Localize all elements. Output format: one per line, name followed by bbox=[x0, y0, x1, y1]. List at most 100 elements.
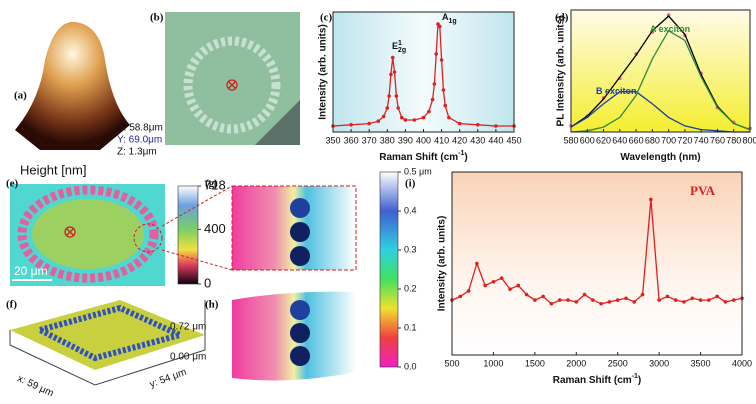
data-point bbox=[399, 115, 404, 120]
data-point bbox=[657, 298, 661, 302]
colorbar-label: 0.3 bbox=[404, 244, 417, 254]
text-part: B exciton bbox=[596, 86, 637, 96]
z-label: 0.00 μm bbox=[170, 352, 206, 363]
axis-label: x: 59 μm bbox=[16, 373, 56, 399]
data-point bbox=[491, 280, 496, 284]
panel-f-image bbox=[9, 300, 206, 386]
data-point bbox=[387, 94, 391, 98]
panel-label: (e) bbox=[6, 178, 19, 190]
data-point bbox=[549, 301, 554, 306]
text-part: Raman Shift (cm bbox=[553, 375, 632, 386]
data-point bbox=[430, 97, 435, 102]
data-point bbox=[392, 70, 397, 74]
x-tick-label: 1000 bbox=[483, 358, 503, 368]
data-point bbox=[421, 115, 426, 120]
panel-b-image bbox=[165, 12, 300, 145]
data-point bbox=[434, 52, 438, 56]
panel-label: (h) bbox=[205, 299, 219, 311]
x-tick-label: 760 bbox=[710, 135, 725, 145]
data-point bbox=[437, 24, 442, 29]
panel-label: (c) bbox=[320, 12, 333, 24]
text-part: 2g bbox=[398, 47, 406, 54]
x-axis-label: Wavelength (nm) bbox=[620, 152, 700, 163]
x-tick-label: 580 bbox=[563, 135, 578, 145]
series-line bbox=[570, 15, 751, 131]
panel-label: (i) bbox=[405, 178, 416, 190]
data-point bbox=[566, 298, 570, 302]
data-point bbox=[499, 276, 504, 280]
data-point bbox=[457, 121, 462, 126]
x-tick-label: 680 bbox=[645, 135, 660, 145]
data-point bbox=[690, 296, 695, 301]
data-point bbox=[715, 294, 719, 299]
data-point bbox=[508, 287, 512, 291]
z-label: 0.72 μm bbox=[170, 322, 206, 333]
data-point bbox=[731, 298, 736, 302]
x-tick-label: 620 bbox=[596, 135, 611, 145]
data-point bbox=[533, 298, 537, 302]
colorbar-label: 0.2 bbox=[404, 283, 417, 293]
x-tick-label: 660 bbox=[629, 135, 644, 145]
data-point bbox=[649, 197, 653, 202]
data-point bbox=[665, 294, 670, 299]
panel-g-image bbox=[231, 171, 399, 368]
data-point bbox=[541, 294, 545, 299]
data-point bbox=[698, 298, 703, 302]
data-point bbox=[524, 292, 529, 297]
panel-label: (a) bbox=[14, 90, 27, 102]
annotation: A exciton bbox=[650, 24, 690, 34]
text-part: ) bbox=[638, 375, 641, 386]
data-point bbox=[427, 109, 431, 114]
data-point bbox=[624, 296, 628, 301]
data-point bbox=[615, 298, 620, 302]
panel-e-image bbox=[10, 184, 233, 286]
data-point bbox=[582, 292, 587, 297]
x-tick-label: 2000 bbox=[566, 358, 586, 368]
data-point bbox=[385, 106, 390, 110]
data-point bbox=[607, 300, 612, 304]
x-tick-label: 350 bbox=[325, 135, 340, 145]
data-point bbox=[591, 298, 595, 302]
panel-a-image bbox=[15, 21, 130, 151]
colorbar-label: 718 bbox=[204, 177, 226, 192]
colorbar-label: 0.5 μm bbox=[404, 166, 432, 176]
data-point bbox=[723, 300, 728, 304]
x-tick-label: 360 bbox=[344, 135, 359, 145]
plot-frame bbox=[570, 9, 751, 133]
coord-label: X: 58.8μm bbox=[117, 123, 163, 134]
colorbar-label: 0.4 bbox=[404, 205, 417, 215]
data-point bbox=[666, 13, 671, 17]
data-point bbox=[476, 123, 480, 127]
text-part: -1 bbox=[632, 373, 638, 380]
x-tick-label: 450 bbox=[506, 135, 521, 145]
data-point bbox=[441, 88, 446, 92]
data-point bbox=[682, 300, 686, 304]
x-tick-label: 800 bbox=[742, 135, 756, 145]
plot-frame bbox=[451, 171, 743, 356]
text-part: -1 bbox=[458, 150, 464, 157]
data-point bbox=[389, 72, 393, 77]
data-point bbox=[349, 123, 353, 127]
x-tick-label: 740 bbox=[694, 135, 709, 145]
x-tick-label: 600 bbox=[580, 135, 595, 145]
plot-background bbox=[452, 172, 742, 355]
data-point bbox=[483, 283, 487, 288]
plot-background bbox=[571, 10, 750, 132]
annotation: B exciton bbox=[596, 86, 637, 96]
data-point bbox=[458, 294, 463, 299]
x-tick-label: 390 bbox=[398, 135, 413, 145]
x-tick-label: 4000 bbox=[732, 358, 752, 368]
series-line bbox=[570, 91, 750, 133]
data-point bbox=[447, 115, 451, 120]
annotation: PVA bbox=[690, 183, 716, 198]
y-axis-label: PL Intensity (arb. units) bbox=[556, 16, 567, 127]
text-part: 1 bbox=[398, 40, 402, 47]
panel-label: (f) bbox=[6, 299, 17, 311]
data-point bbox=[439, 58, 444, 62]
y-axis-label: Intensity (arb. units) bbox=[318, 24, 329, 120]
data-point bbox=[432, 82, 437, 86]
data-point bbox=[412, 118, 417, 122]
x-axis-label: Raman Shift (cm-1) bbox=[379, 150, 467, 163]
colorbar-label: 400 bbox=[204, 221, 226, 236]
data-point bbox=[367, 121, 372, 126]
